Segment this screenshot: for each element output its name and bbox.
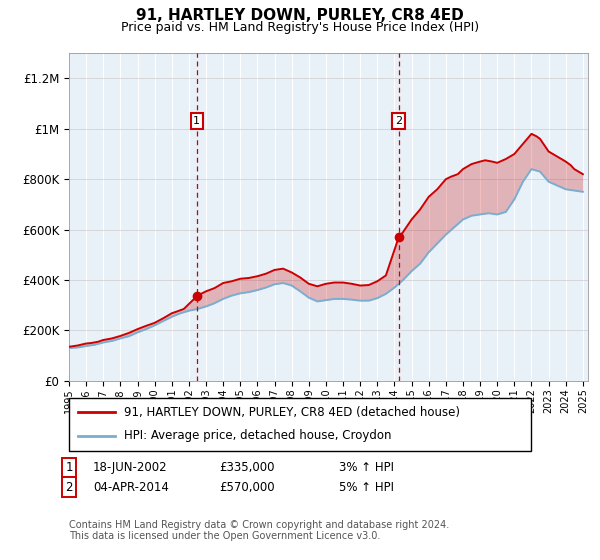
Text: 3% ↑ HPI: 3% ↑ HPI [339, 461, 394, 474]
Text: 91, HARTLEY DOWN, PURLEY, CR8 4ED (detached house): 91, HARTLEY DOWN, PURLEY, CR8 4ED (detac… [124, 406, 460, 419]
Text: Price paid vs. HM Land Registry's House Price Index (HPI): Price paid vs. HM Land Registry's House … [121, 21, 479, 34]
Text: £570,000: £570,000 [219, 480, 275, 494]
Text: HPI: Average price, detached house, Croydon: HPI: Average price, detached house, Croy… [124, 430, 392, 442]
Text: 18-JUN-2002: 18-JUN-2002 [93, 461, 167, 474]
Text: 1: 1 [65, 461, 73, 474]
Text: 2: 2 [65, 480, 73, 494]
Text: 91, HARTLEY DOWN, PURLEY, CR8 4ED: 91, HARTLEY DOWN, PURLEY, CR8 4ED [136, 8, 464, 24]
Text: Contains HM Land Registry data © Crown copyright and database right 2024.
This d: Contains HM Land Registry data © Crown c… [69, 520, 449, 542]
Text: 04-APR-2014: 04-APR-2014 [93, 480, 169, 494]
Text: 2: 2 [395, 116, 402, 126]
FancyBboxPatch shape [69, 398, 531, 451]
Text: 5% ↑ HPI: 5% ↑ HPI [339, 480, 394, 494]
Text: £335,000: £335,000 [219, 461, 275, 474]
Text: 1: 1 [193, 116, 200, 126]
